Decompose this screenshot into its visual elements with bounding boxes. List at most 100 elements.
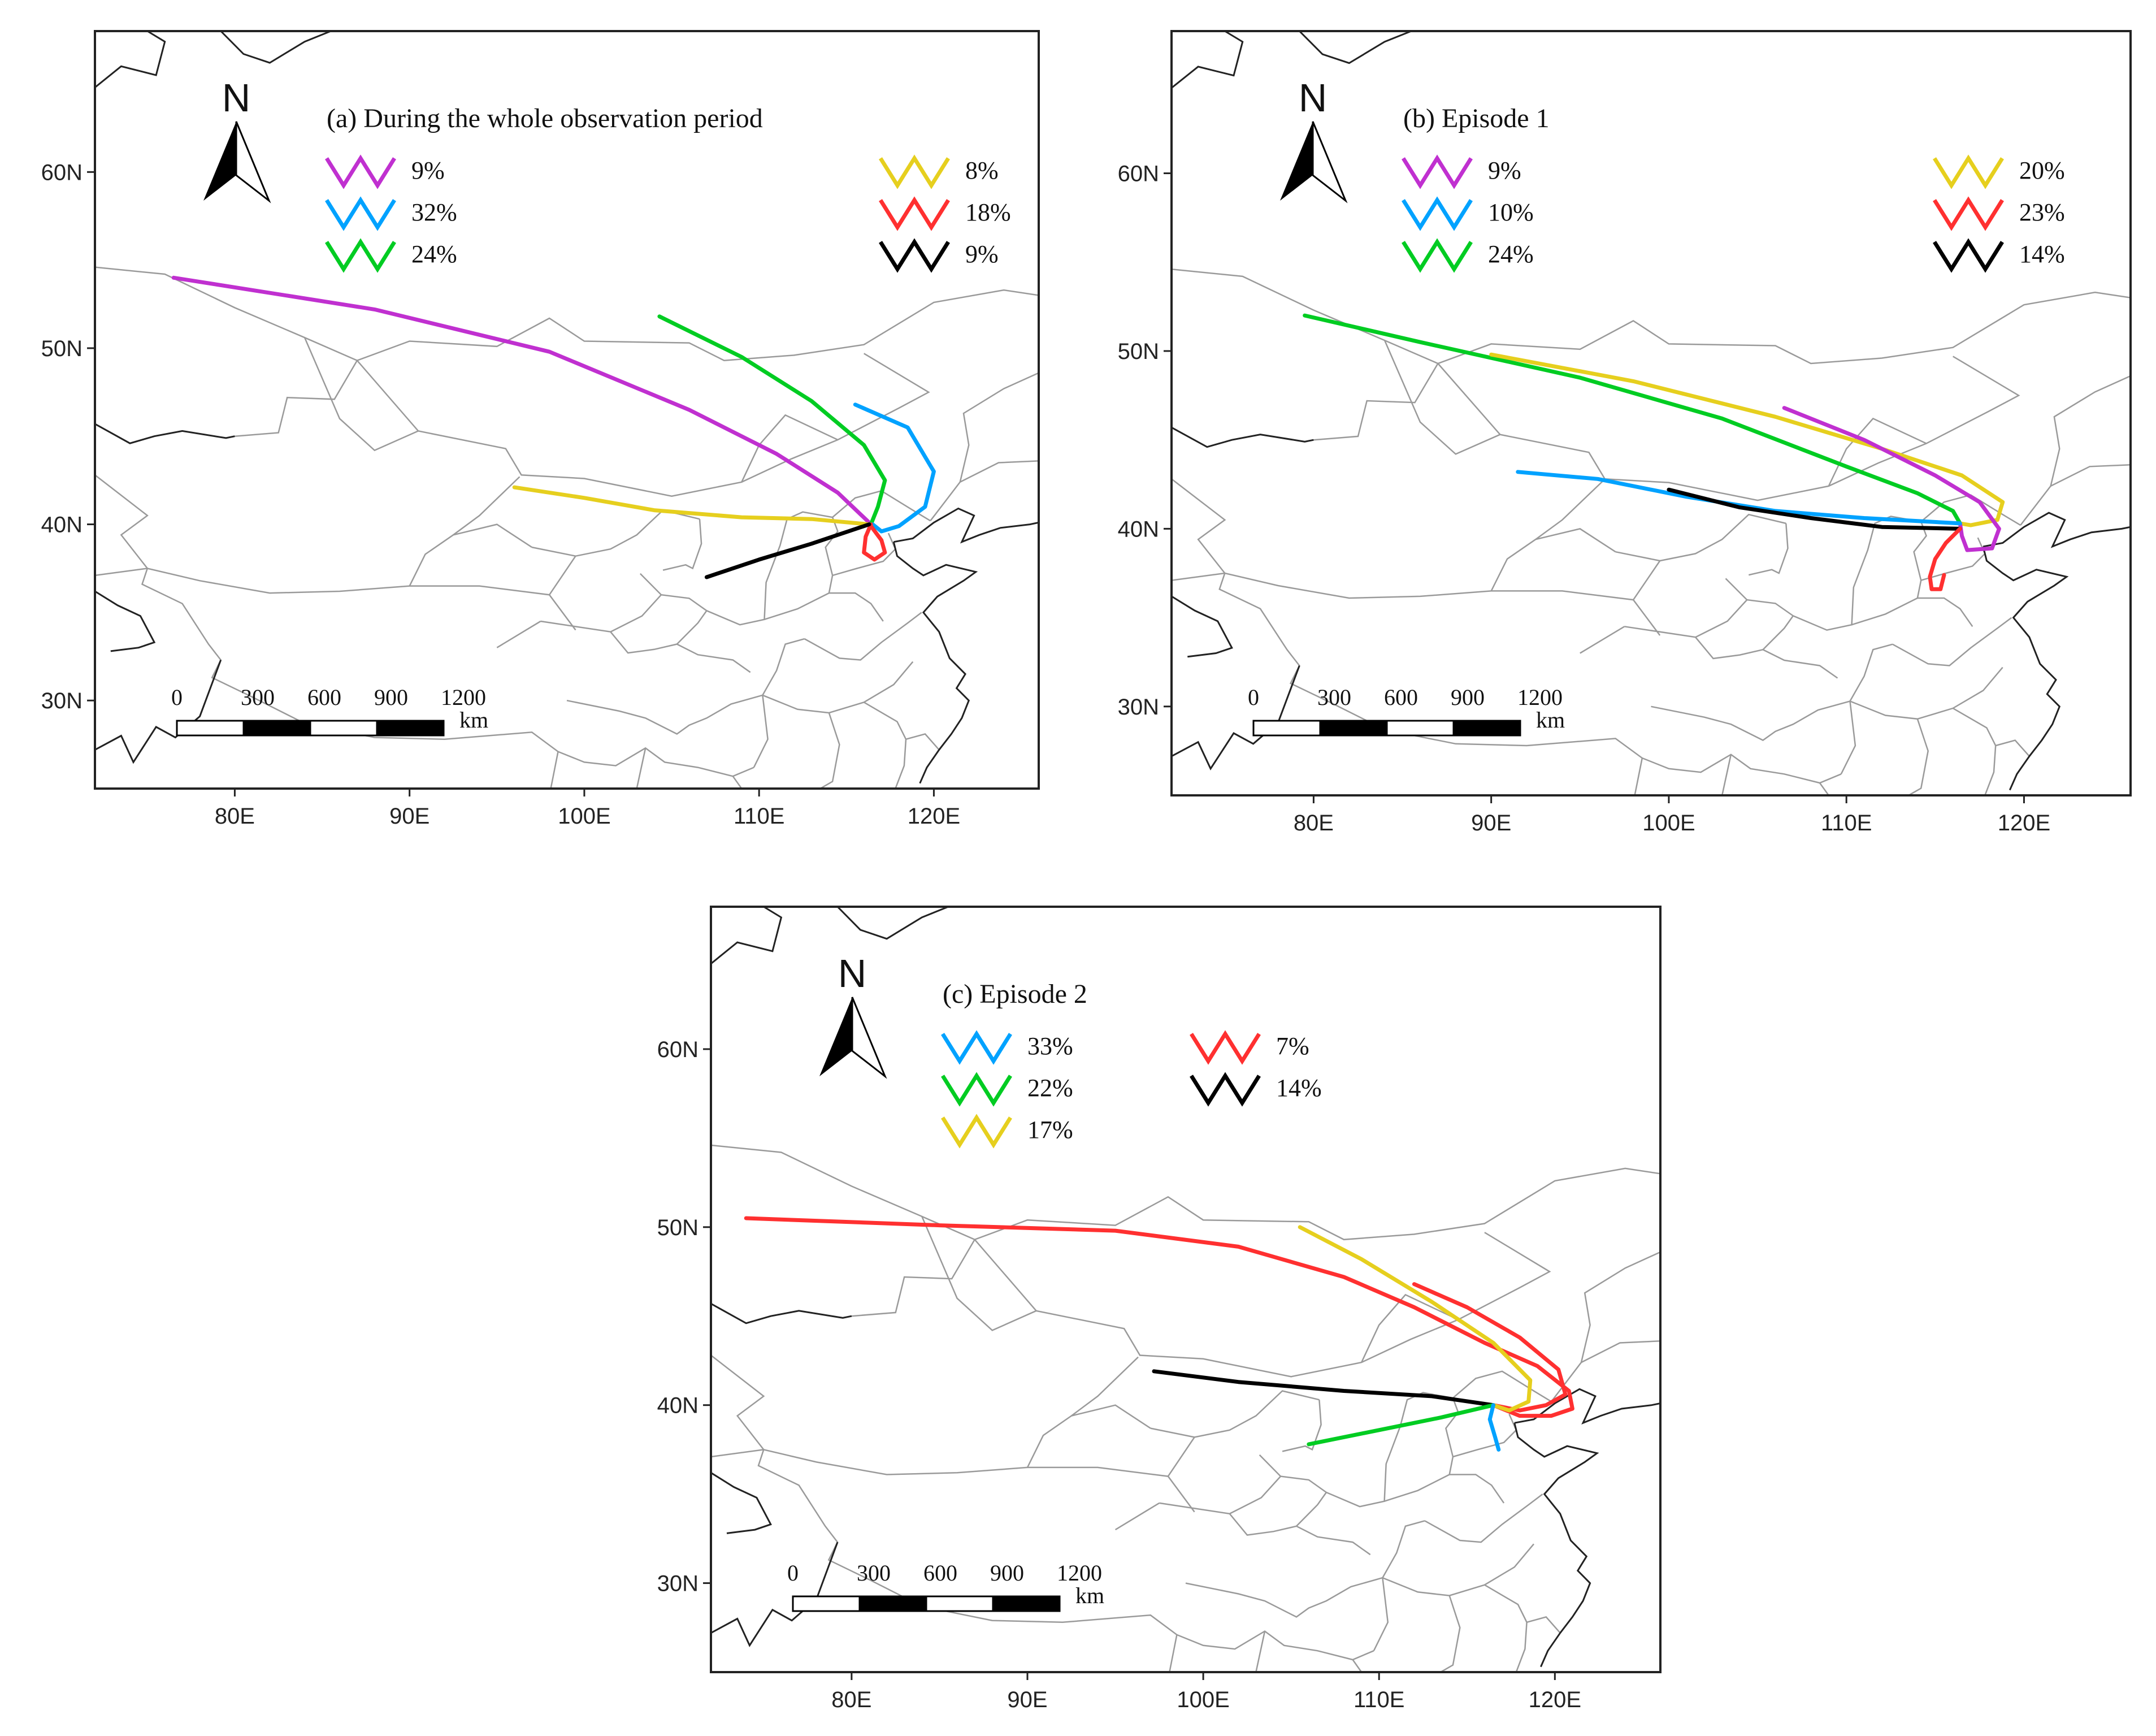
province-border — [828, 592, 884, 622]
legend-item-green: 24% — [325, 238, 457, 273]
scale-segment — [992, 1595, 1061, 1612]
legend-percent: 24% — [1488, 240, 1534, 268]
lat-tick-label: 50N — [657, 1215, 699, 1240]
legend-swatch — [941, 1030, 1012, 1065]
panel-title: (a) During the whole observation period — [327, 103, 763, 133]
scale-label: 900 — [990, 1560, 1024, 1586]
legend-swatch — [879, 196, 950, 231]
province-border — [753, 638, 805, 768]
legend-item-yellow: 8% — [879, 154, 999, 189]
map-frame — [1170, 30, 2132, 796]
north-arrow-light-half — [235, 121, 271, 204]
province-border — [662, 519, 702, 571]
trajectory-blue — [853, 402, 936, 534]
province-border — [974, 1232, 1551, 1378]
lon-tick-label: 80E — [831, 1687, 871, 1712]
basemap — [711, 907, 1660, 1672]
lon-tick-label: 80E — [215, 804, 255, 829]
legend-percent: 20% — [2019, 157, 2065, 184]
scale-label: 900 — [1451, 685, 1485, 710]
province-border — [1452, 1413, 1517, 1458]
province-border — [1642, 754, 1842, 784]
scale-segment — [309, 720, 378, 737]
trajectory-black — [1667, 487, 1962, 531]
coastline — [1513, 1422, 1599, 1668]
north-arrow-light-half — [851, 997, 887, 1079]
province-border — [1695, 599, 1748, 638]
province-border — [1373, 1520, 1425, 1651]
trajectory-magenta — [1782, 406, 2001, 552]
province-border — [921, 1216, 1037, 1331]
legend-item-green: 24% — [1402, 238, 1534, 273]
trajectory-magenta — [171, 275, 871, 525]
legend-item-black: 14% — [1190, 1072, 1322, 1107]
province-border — [905, 733, 940, 751]
legend-swatch — [1190, 1072, 1261, 1107]
province-border — [1360, 1293, 1459, 1363]
lat-tick-label: 60N — [657, 1037, 699, 1062]
legend-item-red: 7% — [1190, 1030, 1309, 1065]
lon-tick-label: 90E — [1007, 1687, 1047, 1712]
trajectory-red — [744, 1216, 1574, 1418]
province-border — [549, 509, 700, 595]
province-border — [496, 620, 541, 648]
panel-title: (b) Episode 1 — [1403, 103, 1550, 133]
lat-tick-label: 40N — [657, 1393, 699, 1418]
province-border — [711, 1354, 1178, 1672]
province-border — [706, 511, 833, 626]
coastline — [95, 590, 156, 652]
scale-label: 600 — [1384, 685, 1418, 710]
scale-segment — [1386, 720, 1455, 737]
province-border — [540, 620, 751, 673]
coastline — [1172, 665, 1300, 770]
province-border — [1721, 754, 1732, 795]
legend-percent: 18% — [965, 198, 1011, 226]
legend-percent: 14% — [1276, 1074, 1322, 1102]
scale-label: 900 — [374, 685, 408, 710]
province-border — [95, 474, 559, 789]
legend-item-red: 23% — [1933, 196, 2065, 231]
province-border — [1725, 578, 1794, 651]
province-border — [1851, 521, 1928, 626]
province-border — [1259, 1454, 1328, 1527]
lat-tick-label: 30N — [1118, 695, 1159, 720]
province-border — [1828, 417, 1927, 487]
trajectory-green — [1303, 313, 1962, 526]
province-border — [1172, 572, 1661, 636]
legend-percent: 32% — [411, 198, 457, 226]
province-border — [930, 460, 1039, 522]
basemap — [1172, 31, 2131, 795]
coastline — [1299, 31, 1412, 64]
province-border — [1313, 363, 1439, 441]
legend-percent: 9% — [1488, 157, 1521, 184]
coastline — [711, 907, 783, 964]
province-border — [1452, 1370, 1552, 1402]
scale-label: 0 — [1248, 685, 1259, 710]
trajectory-red — [1928, 526, 1962, 591]
trajectory-green — [657, 314, 887, 527]
legend-percent: 8% — [965, 157, 999, 184]
legend-item-black: 14% — [1933, 238, 2065, 273]
lon-tick-label: 110E — [734, 804, 784, 829]
province-border — [95, 266, 1039, 362]
legend-swatch — [1402, 196, 1473, 231]
lon-tick-label: 110E — [1821, 811, 1872, 835]
coastline — [892, 542, 978, 784]
trajectory-blue — [1487, 1403, 1501, 1452]
coastline — [1982, 546, 2069, 791]
legend-percent: 9% — [965, 240, 999, 268]
legend-swatch — [941, 1114, 1012, 1149]
legend-swatch — [1402, 238, 1473, 273]
coastline — [95, 659, 222, 764]
province-border — [1383, 340, 1500, 455]
lon-tick-label: 120E — [908, 804, 960, 829]
north-arrow-light-half — [1312, 121, 1348, 204]
north-arrow-icon: N — [203, 76, 271, 204]
province-border — [1633, 513, 1786, 600]
coastline — [836, 907, 949, 940]
province-border — [1892, 617, 2012, 666]
province-border — [764, 517, 839, 620]
legend-swatch — [1933, 154, 2004, 189]
coastline — [95, 31, 166, 88]
